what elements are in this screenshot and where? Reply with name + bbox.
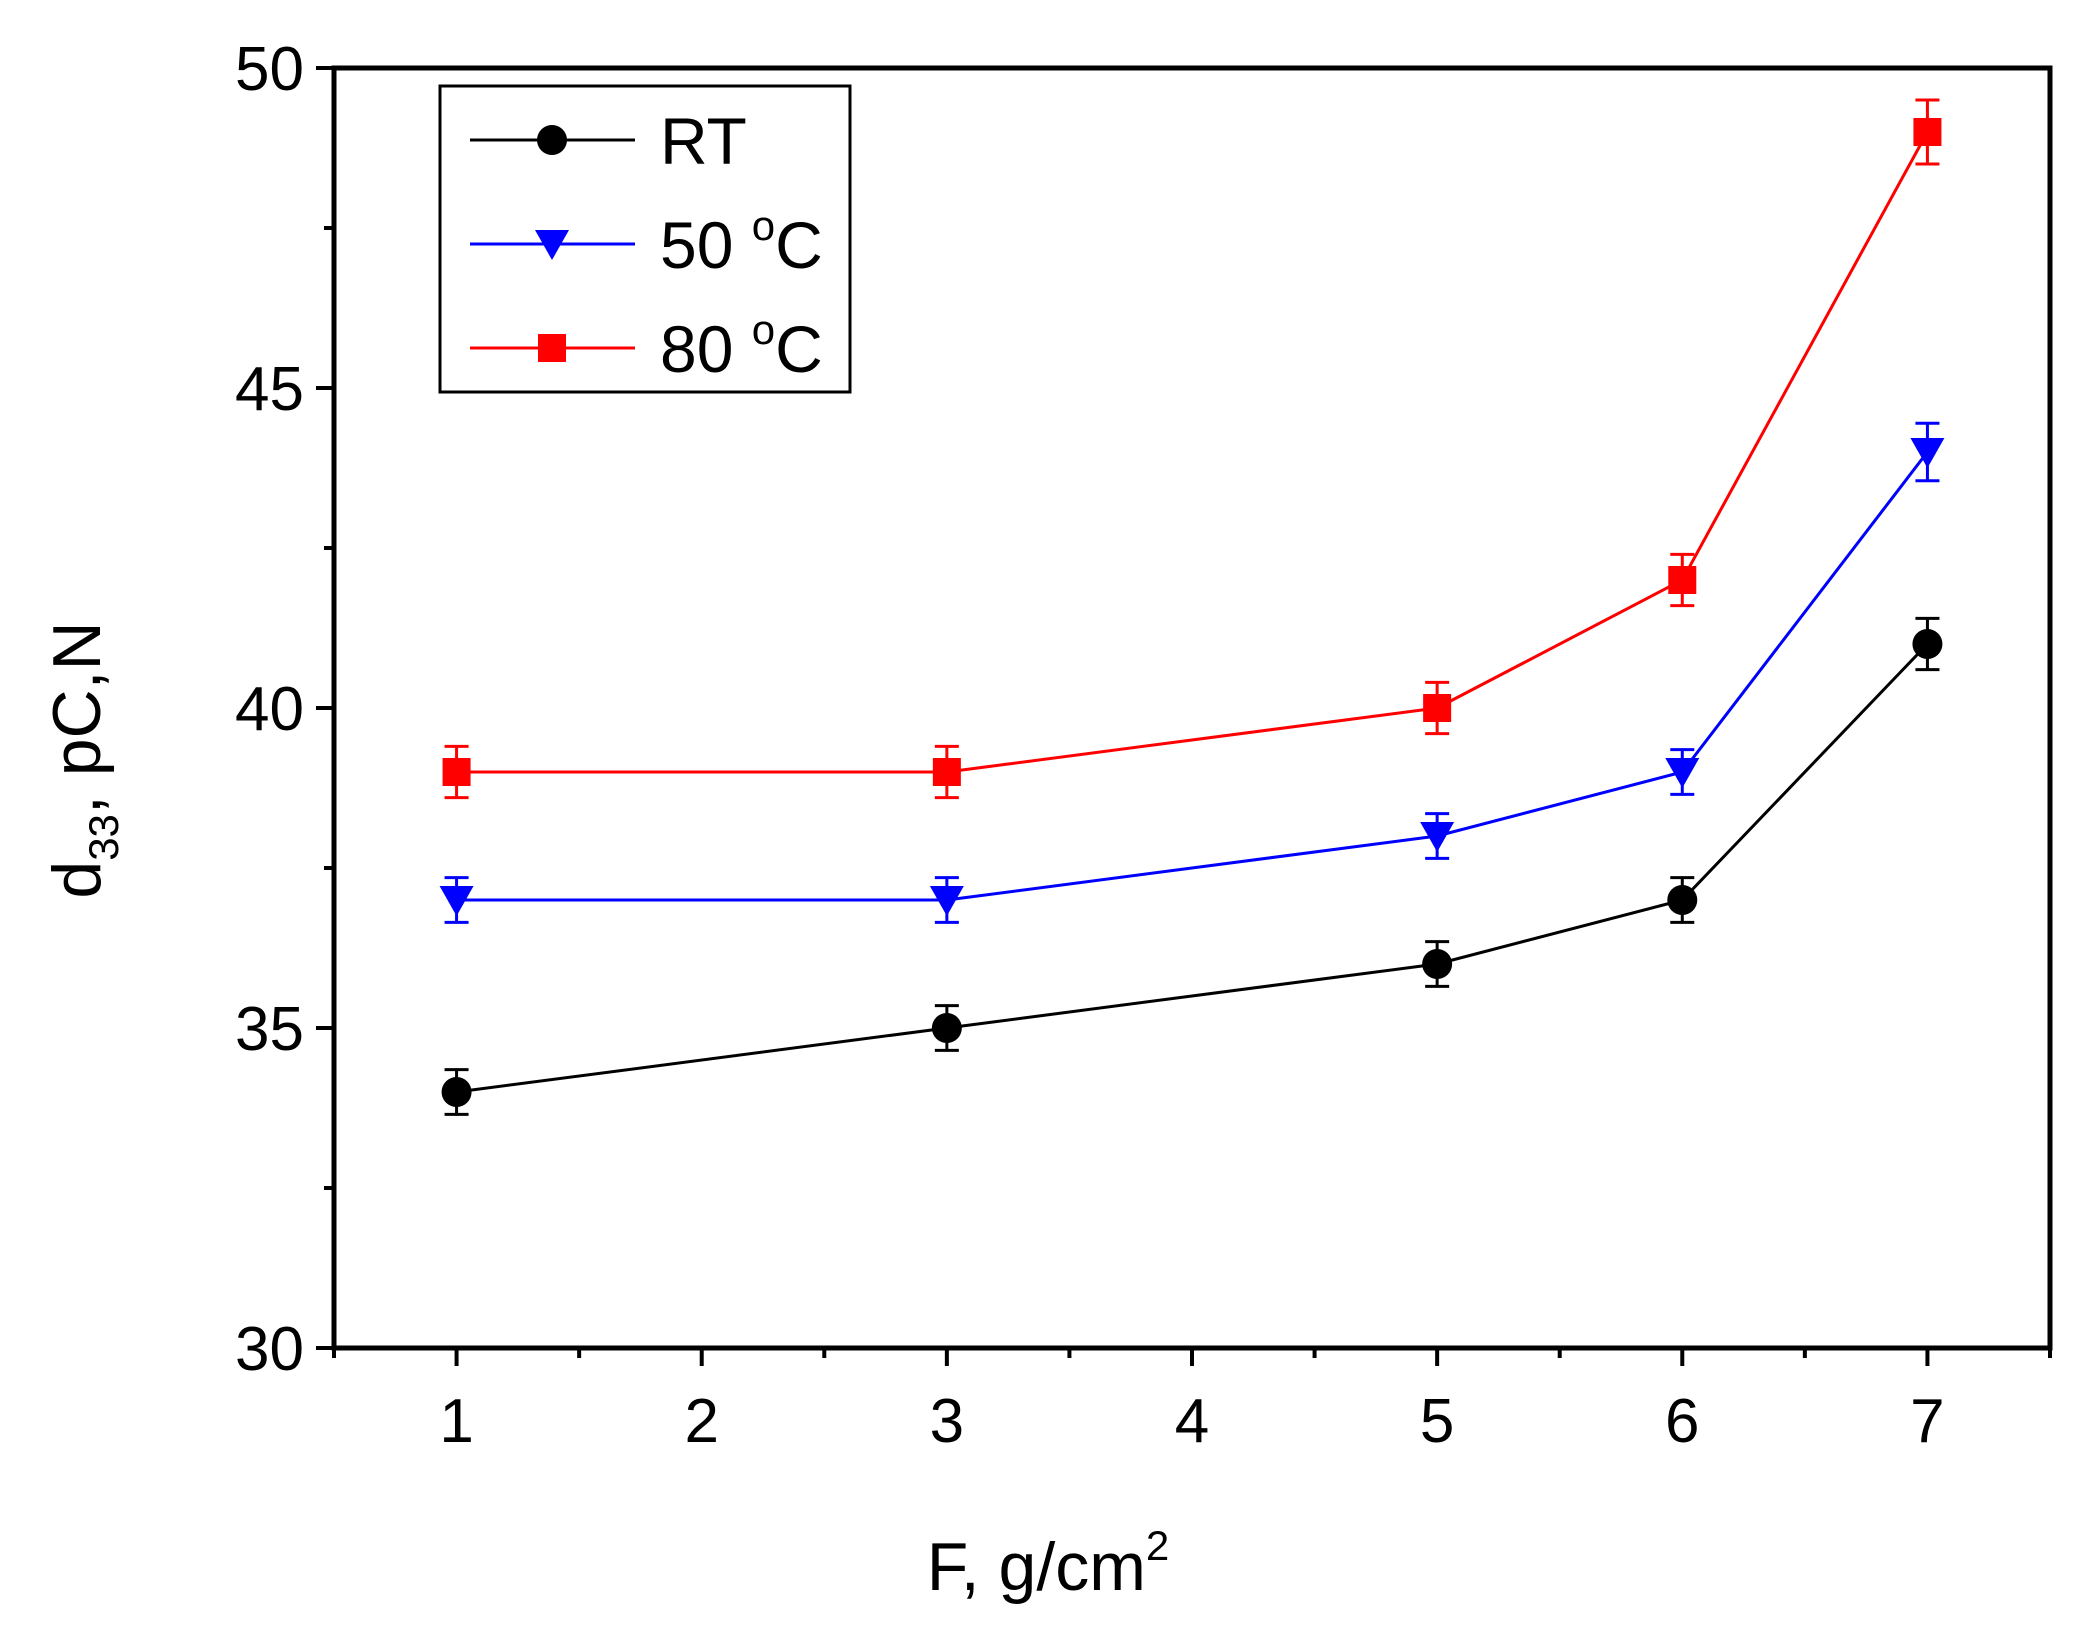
x-tick-label: 4 [1175, 1387, 1209, 1456]
data-point [1420, 822, 1455, 852]
x-axis-title-sup: 2 [1146, 1522, 1169, 1569]
series-rt [441, 616, 1943, 1116]
y-tick-label: 50 [235, 35, 304, 104]
x-tick-label: 7 [1910, 1387, 1944, 1456]
legend-label: RT [660, 104, 747, 178]
y-axis-title-main: d [39, 861, 115, 899]
y-axis-title-rest: , pC,N [39, 621, 115, 814]
data-point [442, 758, 471, 786]
data-point [931, 1013, 962, 1043]
y-tick-label: 35 [235, 995, 304, 1064]
x-tick-label: 1 [439, 1387, 473, 1456]
data-point [1667, 885, 1698, 915]
series-50 [439, 421, 1945, 924]
legend-marker [538, 334, 566, 362]
data-point [439, 886, 474, 916]
series-80 [442, 98, 1942, 800]
x-axis-title: F, g/cm2 [927, 1522, 1170, 1605]
data-point [929, 886, 964, 916]
legend-label-unit: C [775, 208, 823, 282]
y-axis-title-sub: 33 [80, 814, 127, 861]
legend-label-degree: o [752, 306, 775, 353]
x-tick-label: 2 [684, 1387, 718, 1456]
data-point [1913, 118, 1942, 146]
data-point [441, 1077, 472, 1107]
x-tick-label: 5 [1420, 1387, 1454, 1456]
data-point [1912, 629, 1943, 659]
y-axis-ticks: 30 35 40 45 50 [235, 35, 334, 1384]
y-tick-label: 40 [235, 675, 304, 744]
y-tick-label: 45 [235, 355, 304, 424]
data-point [1422, 949, 1453, 979]
legend-label: 80 oC [660, 306, 823, 386]
x-axis-title-main: F, g/cm [927, 1529, 1146, 1605]
legend-marker [535, 230, 569, 260]
x-tick-label: 6 [1665, 1387, 1699, 1456]
data-point [1423, 694, 1452, 722]
series-layer [439, 98, 1945, 1116]
data-point [1668, 566, 1697, 594]
data-point [932, 758, 961, 786]
legend-label-degree: o [752, 202, 775, 249]
legend-label-name: RT [660, 104, 747, 178]
x-tick-label: 3 [930, 1387, 964, 1456]
legend-label-name: 80 [660, 312, 752, 386]
legend-label-unit: C [775, 312, 823, 386]
legend-marker [537, 125, 567, 155]
data-point [1665, 758, 1700, 788]
legend-label-name: 50 [660, 208, 752, 282]
legend-box [438, 84, 852, 394]
x-axis-ticks: 1 2 3 4 5 6 7 [332, 1348, 2052, 1456]
data-point [1910, 438, 1945, 468]
y-tick-label: 30 [235, 1315, 304, 1384]
series-line [456, 451, 1929, 902]
y-axis-title: d33, pC,N [39, 621, 127, 898]
legend-label: 50 oC [660, 202, 823, 282]
